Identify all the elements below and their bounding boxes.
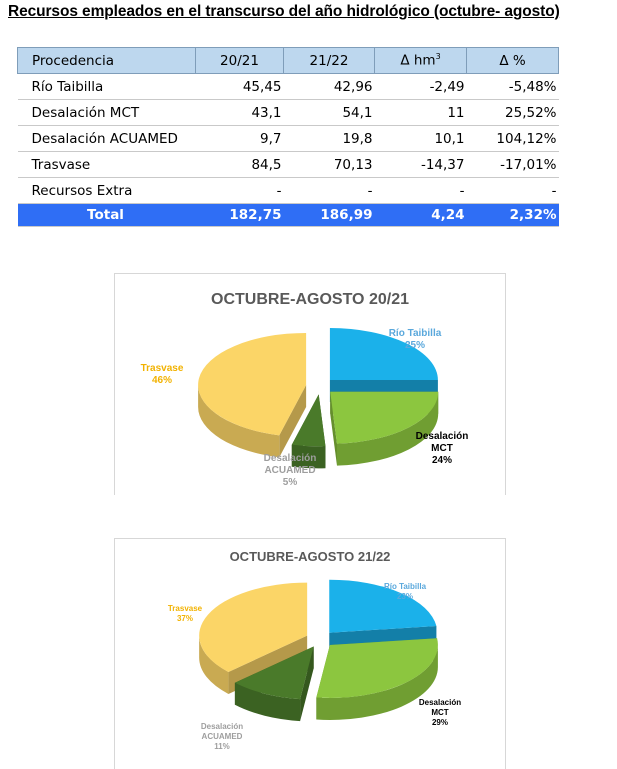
total-cell: 2,32% (466, 203, 559, 227)
slice-percent: 23% (397, 592, 413, 601)
page-title: Recursos empleados en el transcurso del … (8, 3, 560, 20)
slice-percent: 25% (405, 340, 425, 351)
table-row: Río Taibilla 45,45 42,96 -2,49 -5,48% (17, 74, 559, 100)
header-delta-hm3-sup: 3 (435, 52, 441, 62)
table-cell: 43,1 (251, 104, 282, 121)
slice-percent: 24% (432, 455, 452, 466)
table-cell: -2,49 (429, 78, 465, 95)
pie-slice-trasvase (198, 332, 307, 458)
total-label: Total (17, 203, 196, 227)
table-cell: -5,48% (508, 78, 557, 95)
table-cell: - (367, 182, 373, 199)
slice-percent: 29% (432, 718, 448, 727)
table-cell: 9,7 (260, 130, 282, 147)
table-cell: 45,45 (242, 78, 282, 95)
header-delta-percent: Δ % (466, 47, 559, 74)
slice-label: Trasvase (168, 604, 203, 613)
slice-label-name-part: Desalación (264, 453, 317, 464)
header-delta-hm3-text: Δ hm (400, 52, 436, 69)
slice-percent: 46% (152, 375, 172, 386)
resources-table: Procedencia 20/21 21/22 Δ hm3 Δ % Río Ta… (17, 47, 559, 227)
chart-2122: OCTUBRE-AGOSTO 21/22 Río Taibilla 23% Desal… (114, 538, 506, 769)
table-cell: 84,5 (251, 156, 282, 173)
table-row: Desalación ACUAMED 9,7 19,8 10,1 104,12% (17, 126, 559, 152)
row-label: Trasvase (31, 156, 91, 173)
row-label: Río Taibilla (31, 78, 104, 95)
header-2021: 20/21 (195, 47, 284, 74)
header-procedencia: Procedencia (17, 47, 196, 74)
table-cell: -17,01% (500, 156, 557, 173)
table-cell: 25,52% (505, 104, 557, 121)
slice-label-name-part: Desalación (416, 431, 469, 442)
pie-slice-desalaci-n-mct (330, 391, 439, 466)
slice-label: Desalación ACUAMED (201, 722, 243, 741)
row-label: Desalación ACUAMED (31, 130, 178, 147)
slice-label-name-part: ACUAMED (264, 465, 315, 476)
slice-percent: 5% (283, 477, 298, 488)
table-cell: - (276, 182, 282, 199)
table-cell: 10,1 (434, 130, 465, 147)
table-cell: 54,1 (342, 104, 373, 121)
table-header-row: Procedencia 20/21 21/22 Δ hm3 Δ % (17, 47, 559, 74)
slice-label: Trasvase (141, 363, 184, 374)
header-2122: 21/22 (283, 47, 375, 74)
table-row: Recursos Extra - - - - (17, 178, 559, 204)
header-delta-hm3: Δ hm3 (374, 47, 467, 74)
slice-percent: 37% (177, 614, 193, 623)
slice-label-name-part: Desalación (419, 698, 461, 707)
slice-label-name-part: MCT (431, 443, 453, 454)
table-cell: 42,96 (333, 78, 373, 95)
slice-label: Desalación MCT (416, 431, 469, 454)
slice-label: Desalación ACUAMED (264, 453, 317, 476)
pie-slice-desalaci-n-acuamed (234, 646, 314, 722)
chart-title: OCTUBRE-AGOSTO 21/22 (230, 549, 391, 564)
table-cell: -14,37 (420, 156, 465, 173)
table-cell: - (459, 182, 465, 199)
chart-2021: OCTUBRE-AGOSTO 20/21 Río Taibilla 25% Desal… (114, 273, 506, 495)
slice-label-name-part: MCT (431, 708, 448, 717)
table-cell: 104,12% (496, 130, 557, 147)
table-cell: 19,8 (342, 130, 373, 147)
table-cell: 11 (447, 104, 465, 121)
slice-label: Desalación MCT (419, 698, 461, 717)
slice-label: Río Taibilla (389, 328, 442, 339)
slice-label: Río Taibilla (384, 582, 427, 591)
total-cell: 186,99 (283, 203, 375, 227)
slice-label-name-part: Desalación (201, 722, 243, 731)
table-row: Desalación MCT 43,1 54,1 11 25,52% (17, 100, 559, 126)
pie-slice-desalaci-n-acuamed (291, 394, 326, 469)
pie-slice-desalaci-n-mct (316, 638, 438, 720)
chart-title: OCTUBRE-AGOSTO 20/21 (211, 291, 409, 308)
row-label: Desalación MCT (31, 104, 140, 121)
slice-percent: 11% (214, 742, 230, 751)
row-label: Recursos Extra (31, 182, 133, 199)
table-cell: 70,13 (333, 156, 373, 173)
slice-label-name-part: ACUAMED (202, 732, 243, 741)
total-cell: 4,24 (374, 203, 467, 227)
table-cell: - (551, 182, 557, 199)
total-cell: 182,75 (195, 203, 284, 227)
total-row: Total 182,75 186,99 4,24 2,32% (17, 203, 559, 227)
table-row: Trasvase 84,5 70,13 -14,37 -17,01% (17, 152, 559, 178)
